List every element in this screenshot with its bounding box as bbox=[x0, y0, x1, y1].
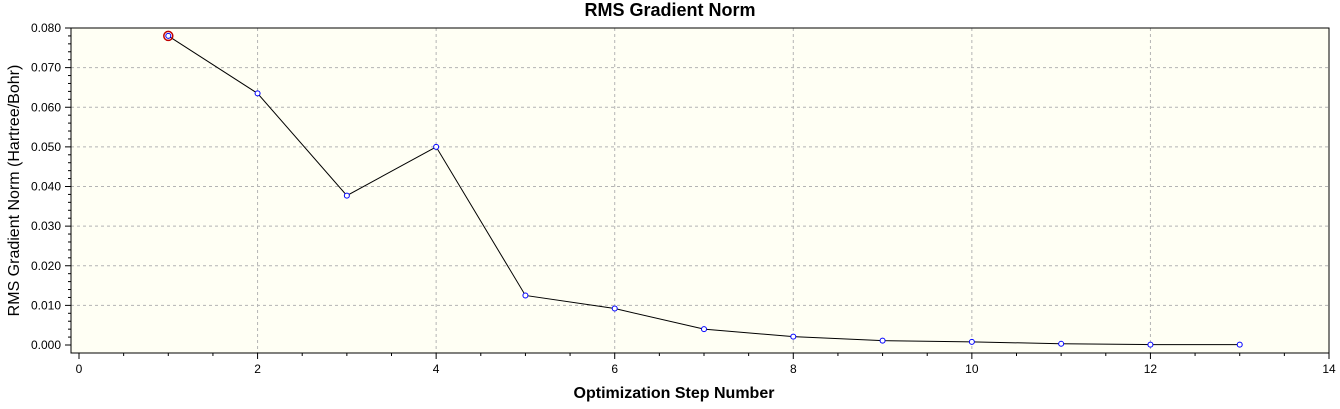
y-axis-label: RMS Gradient Norm (Hartree/Bohr) bbox=[6, 65, 23, 317]
y-tick-label: 0.060 bbox=[31, 100, 61, 114]
y-tick-label: 0.050 bbox=[31, 140, 61, 154]
x-tick-label: 8 bbox=[790, 362, 797, 376]
data-point bbox=[254, 90, 261, 97]
plot-border bbox=[70, 27, 1330, 354]
x-tick-label: 6 bbox=[611, 362, 618, 376]
data-point bbox=[522, 292, 529, 299]
chart-title: RMS Gradient Norm bbox=[584, 0, 756, 20]
data-point bbox=[1058, 340, 1065, 347]
data-point bbox=[611, 305, 618, 312]
y-tick-label: 0.070 bbox=[31, 61, 61, 75]
plot-background bbox=[71, 28, 1329, 353]
x-tick-label: 10 bbox=[965, 362, 979, 376]
data-point bbox=[343, 192, 350, 199]
data-point bbox=[1147, 341, 1154, 348]
x-tick-label: 14 bbox=[1322, 362, 1336, 376]
data-point bbox=[701, 326, 707, 333]
y-tick-label: 0.020 bbox=[31, 259, 61, 273]
x-tick-label: 12 bbox=[1144, 362, 1158, 376]
data-point bbox=[165, 32, 172, 39]
y-tick-label: 0.030 bbox=[31, 219, 61, 233]
y-tick-label: 0.010 bbox=[31, 298, 61, 312]
y-tick-label: 0.040 bbox=[31, 180, 61, 194]
x-tick-label: 4 bbox=[433, 362, 440, 376]
data-point bbox=[879, 337, 886, 344]
data-point bbox=[433, 143, 440, 150]
x-tick-label: 2 bbox=[254, 362, 261, 376]
data-point bbox=[968, 338, 975, 345]
x-tick-label: 0 bbox=[76, 362, 83, 376]
data-point bbox=[1236, 341, 1243, 348]
data-point bbox=[790, 333, 797, 340]
y-tick-label: 0.000 bbox=[31, 338, 61, 352]
y-tick-label: 0.080 bbox=[31, 21, 61, 35]
highlight-marker bbox=[163, 30, 174, 42]
x-axis-label: Optimization Step Number bbox=[574, 385, 775, 402]
